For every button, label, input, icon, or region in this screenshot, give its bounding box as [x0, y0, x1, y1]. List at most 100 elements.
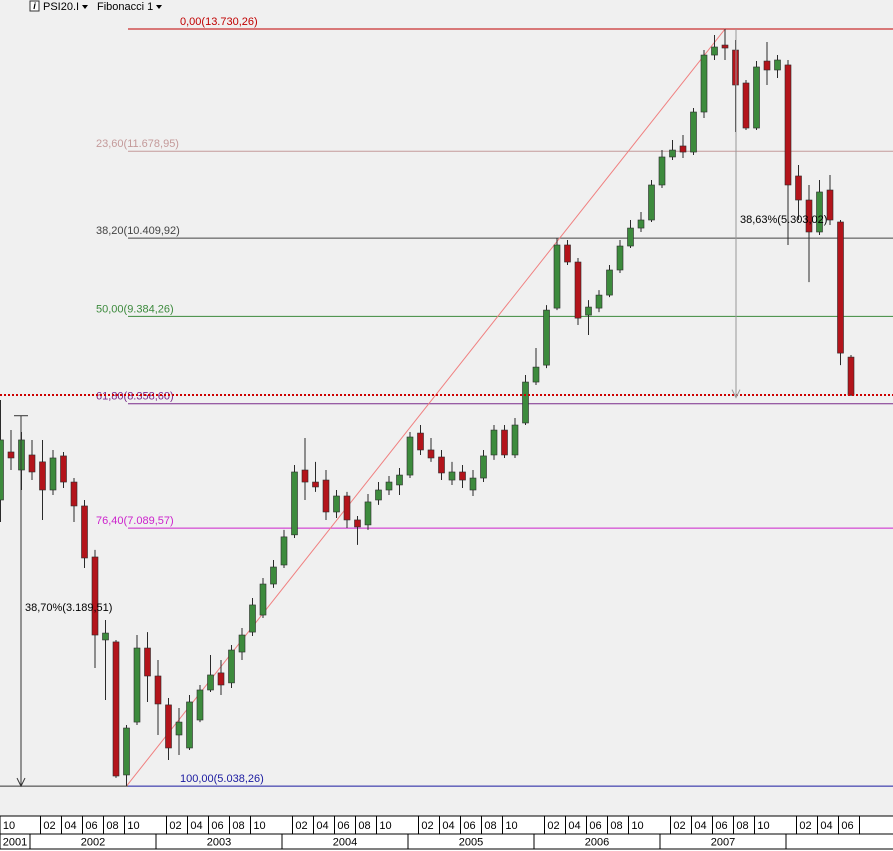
candle-body	[595, 294, 603, 309]
levels: 0,00(13.730,26) 23,60(11.678,95) 38,20(10.…	[96, 16, 893, 787]
month-label: 10	[379, 820, 391, 832]
month-label: 04	[190, 820, 202, 832]
month-label: 02	[169, 820, 181, 832]
candle-body	[280, 536, 288, 566]
year-label: 2006	[585, 836, 609, 848]
candle-body	[343, 495, 351, 521]
candle-body	[627, 227, 634, 247]
month-label: 08	[106, 820, 118, 832]
candle-body	[91, 556, 99, 636]
candle-body	[774, 59, 781, 71]
month-label: 06	[211, 820, 223, 832]
candle-body	[837, 221, 844, 354]
candle-body	[186, 701, 193, 749]
candle-body	[616, 245, 624, 271]
fib-level-label: 61,80(8.358,60)	[96, 391, 174, 403]
month-label: 06	[85, 820, 97, 832]
fib-level-label: 50,00(9.384,26)	[96, 303, 174, 315]
candle-body	[816, 191, 823, 233]
fib-level-label: 23,60(11.678,95)	[96, 138, 179, 150]
month-label: 08	[484, 820, 496, 832]
candle-body	[301, 469, 309, 483]
candle-body	[228, 649, 235, 684]
candle-body	[291, 471, 298, 536]
candle-body	[658, 156, 666, 186]
candle-body	[322, 479, 330, 513]
candle-body	[826, 189, 834, 221]
candle-body	[427, 449, 435, 459]
candle-body	[165, 704, 172, 749]
candle-body	[501, 429, 508, 456]
candle-body	[396, 474, 403, 486]
candle-body	[102, 632, 109, 641]
month-label: 06	[841, 820, 853, 832]
candle-body	[364, 501, 372, 526]
month-label: 08	[610, 820, 622, 832]
candle-body	[112, 641, 120, 777]
candle-body	[522, 381, 529, 424]
year-label: 2002	[81, 836, 105, 848]
candle-body	[690, 111, 697, 153]
candle-body	[564, 244, 571, 263]
candle-body	[847, 356, 855, 396]
measure-label: 38,63%(5.303,02)	[740, 214, 827, 226]
month-label: 10	[757, 820, 769, 832]
annotations: 38,70%(3.189,51) 38,63%(5.303,02)	[0, 29, 893, 788]
candle-body	[679, 145, 687, 153]
fib-level-label: 100,00(5.038,26)	[180, 773, 264, 785]
month-label: 04	[820, 820, 832, 832]
month-label: 04	[442, 820, 454, 832]
candle-body	[480, 455, 487, 479]
candle-body	[70, 481, 78, 507]
candle-body	[469, 477, 477, 491]
candle-body	[742, 82, 750, 129]
candle-body	[81, 505, 88, 559]
year-label: 2007	[711, 836, 735, 848]
measure-arrowhead	[731, 389, 741, 399]
candle-body	[406, 436, 414, 476]
symbol-dropdown[interactable]	[82, 5, 88, 9]
symbol[interactable]: PSI20.I	[43, 1, 79, 13]
candle-body	[217, 672, 225, 686]
month-label: 10	[631, 820, 643, 832]
candle-body	[438, 456, 445, 474]
fib-level-label: 0,00(13.730,26)	[180, 16, 258, 28]
indicator-dropdown[interactable]	[156, 5, 162, 9]
candle-body	[585, 306, 592, 316]
candle-body	[354, 519, 361, 528]
candle-body	[249, 604, 256, 633]
trend-line	[126, 28, 726, 787]
candle-body	[543, 309, 550, 366]
month-label: 08	[232, 820, 244, 832]
candle-body	[511, 424, 519, 456]
indicator[interactable]: Fibonacci 1	[97, 1, 153, 13]
candle-body	[637, 219, 645, 229]
month-label: 04	[316, 820, 328, 832]
header[interactable]: i PSI20.I Fibonacci 1	[29, 0, 162, 13]
candle-body	[175, 721, 183, 736]
year-label: 2001	[3, 836, 27, 848]
candle-body	[312, 481, 319, 488]
candle-body	[154, 675, 162, 705]
info-icon[interactable]	[29, 0, 40, 12]
month-label: 02	[43, 820, 55, 832]
candle-body	[669, 149, 676, 158]
fib-level-label: 38,20(10.409,92)	[96, 225, 180, 237]
candle-body	[606, 269, 613, 296]
month-label: 02	[799, 820, 811, 832]
month-label: 10	[3, 820, 15, 832]
candle-body	[448, 471, 456, 481]
candle-body	[123, 727, 130, 776]
candle-body	[763, 60, 771, 71]
month-label: 02	[547, 820, 559, 832]
candle-body	[700, 54, 708, 113]
fib-level-label: 76,40(7.089,57)	[96, 515, 174, 527]
candle-body	[805, 199, 813, 233]
month-label: 10	[253, 820, 265, 832]
month-label: 08	[358, 820, 370, 832]
candle-body	[207, 674, 214, 691]
time-axis: 10 02 04 06 08 10 02 04 06 08 10 02 04 06 08 10 02 04 06 08…	[0, 815, 893, 851]
info-icon-glyph: i	[33, 1, 36, 11]
month-label: 08	[736, 820, 748, 832]
